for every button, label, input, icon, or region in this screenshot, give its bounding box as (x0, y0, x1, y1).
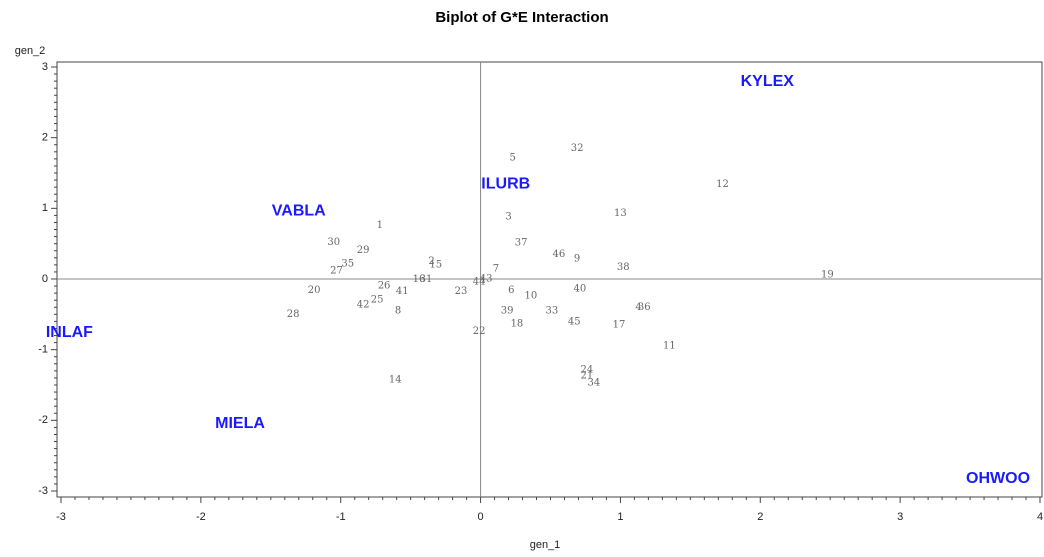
genotype-label: 15 (429, 259, 442, 270)
genotype-label: 9 (574, 254, 580, 265)
genotype-label: 28 (287, 309, 300, 320)
genotype-label: 36 (638, 302, 651, 313)
genotype-label: 10 (525, 290, 538, 301)
genotype-label: 31 (420, 274, 433, 285)
genotype-label: 20 (308, 285, 321, 296)
chart-title: Biplot of G*E Interaction (435, 9, 608, 26)
environment-label: ILURB (481, 176, 530, 193)
y-tick-label: -1 (38, 344, 48, 356)
genotype-label: 4 (635, 302, 641, 313)
x-axis-label: gen_1 (530, 539, 561, 551)
y-tick-label: 3 (42, 61, 48, 73)
y-tick-label: 1 (42, 202, 48, 214)
x-tick-label: -3 (56, 511, 66, 523)
genotype-label: 8 (395, 305, 401, 316)
y-tick-label: -3 (38, 485, 48, 497)
environment-label: VABLA (272, 202, 326, 219)
y-tick-label: 2 (42, 132, 48, 144)
x-tick-label: 3 (897, 511, 903, 523)
genotype-label: 41 (396, 286, 409, 297)
genotype-label: 3 (505, 211, 511, 222)
genotype-label: 43 (480, 274, 493, 285)
genotype-label: 18 (511, 319, 524, 330)
genotype-label: 40 (574, 283, 587, 294)
x-tick-label: -2 (196, 511, 206, 523)
y-tick-label: 0 (42, 273, 48, 285)
y-tick-label: -2 (38, 414, 48, 426)
genotype-label: 12 (716, 179, 729, 190)
x-tick-label: 1 (617, 511, 623, 523)
y-axis-label: gen_2 (15, 45, 46, 57)
genotype-label: 34 (587, 377, 600, 388)
genotype-label: 37 (515, 237, 528, 248)
environment-label: OHWOO (966, 470, 1030, 487)
genotype-label: 5 (510, 153, 516, 164)
x-tick-label: 2 (757, 511, 763, 523)
genotype-label: 6 (508, 285, 514, 296)
genotype-label: 14 (389, 375, 402, 386)
genotype-label: 35 (341, 259, 354, 270)
genotype-label: 24 (580, 365, 593, 376)
x-tick-label: 0 (478, 511, 484, 523)
genotype-label: 30 (327, 237, 340, 248)
genotype-label: 26 (378, 281, 391, 292)
genotype-label: 17 (613, 319, 626, 330)
environment-label: INLAF (46, 324, 93, 341)
genotype-label: 7 (493, 264, 499, 275)
genotype-label: 13 (614, 208, 627, 219)
genotype-label: 42 (357, 300, 370, 311)
genotype-label: 33 (546, 305, 559, 316)
genotype-label: 19 (821, 269, 834, 280)
x-tick-label: -1 (336, 511, 346, 523)
genotype-label: 25 (371, 295, 384, 306)
genotype-label: 22 (473, 326, 486, 337)
environment-label: KYLEX (741, 73, 795, 90)
genotype-label: 44 (473, 276, 486, 287)
genotype-label: 32 (571, 143, 584, 154)
genotype-label: 21 (580, 370, 593, 381)
genotype-label: 2 (428, 256, 434, 267)
genotype-label: 27 (330, 266, 343, 277)
genotype-label: 46 (553, 249, 566, 260)
genotype-label: 45 (568, 317, 581, 328)
genotype-label: 16 (413, 274, 426, 285)
x-tick-label: 4 (1037, 511, 1043, 523)
genotype-label: 1 (377, 220, 383, 231)
genotype-label: 23 (455, 286, 468, 297)
environment-label: MIELA (215, 415, 265, 432)
genotype-label: 38 (617, 262, 630, 273)
genotype-label: 39 (501, 305, 514, 316)
genotype-label: 29 (357, 245, 370, 256)
genotype-label: 11 (663, 341, 676, 352)
